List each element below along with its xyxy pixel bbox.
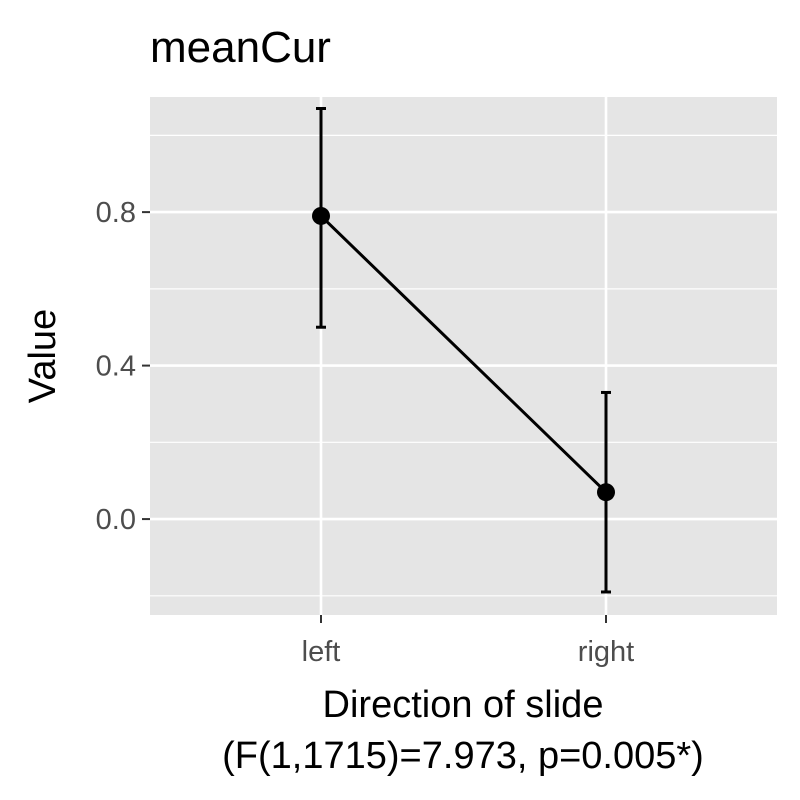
data-point-right [597,483,615,502]
x-axis: left right [302,615,634,668]
series-line [319,214,608,494]
chart-title: meanCur [150,23,331,72]
y-axis: 0.0 0.4 0.8 [96,197,150,536]
data-marks [312,107,615,594]
data-point-left [312,206,330,225]
x-tick-label-right: right [578,636,634,668]
y-tick-label: 0.4 [96,351,136,383]
y-tick-label: 0.8 [96,197,136,229]
y-tick-label: 0.0 [96,504,136,536]
x-axis-subtitle: (F(1,1715)=7.973, p=0.005*) [222,735,704,777]
minor-gridlines [150,134,777,597]
x-axis-title: Direction of slide [323,684,604,726]
x-tick-label-left: left [302,636,341,668]
y-axis-title: Value [22,309,64,403]
